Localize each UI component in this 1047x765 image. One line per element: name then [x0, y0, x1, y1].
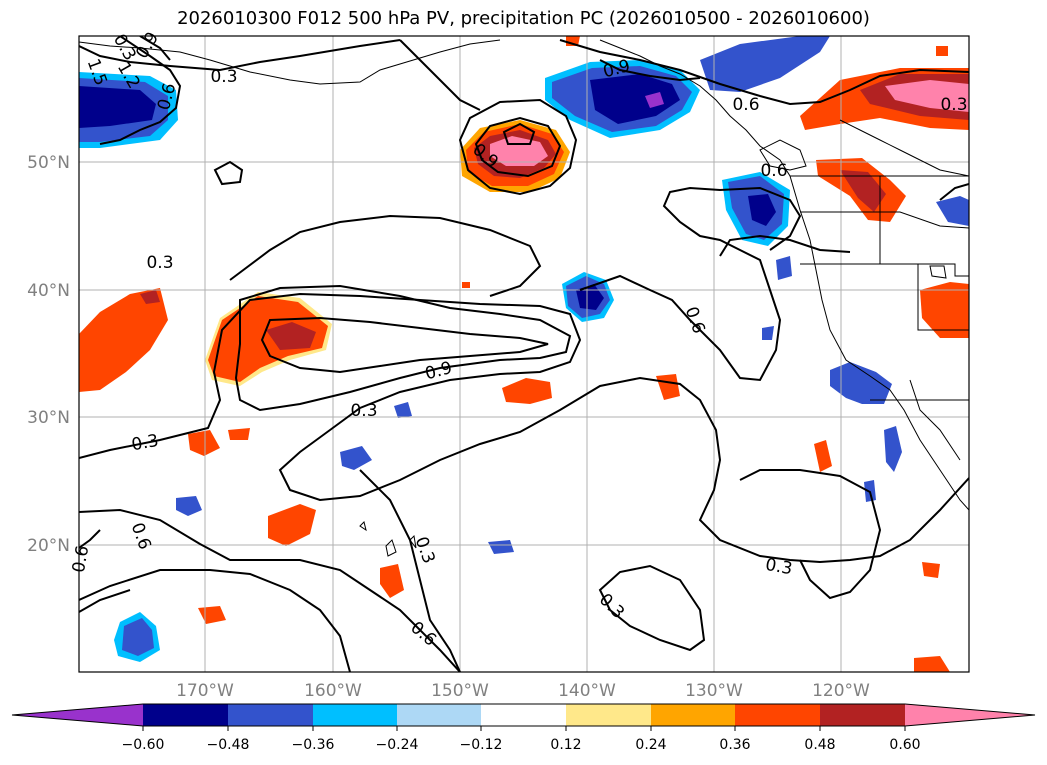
- colorbar-segment: [143, 704, 228, 726]
- longitude-labels: 170°W 160°W 150°W 140°W 130°W 120°W: [176, 681, 870, 701]
- colorbar-segment: [481, 704, 566, 726]
- lon-label: 120°W: [812, 681, 870, 701]
- colorbar-segment: [820, 704, 905, 726]
- colorbar-tick-label: 0.36: [719, 737, 750, 753]
- colorbar-segment: [651, 704, 735, 726]
- contour-label: 0.3: [764, 555, 794, 579]
- lon-label: 140°W: [558, 681, 616, 701]
- colorbar-segment: [313, 704, 397, 726]
- colorbar-segment: [735, 704, 820, 726]
- contour-label: 0.3: [210, 67, 237, 87]
- colorbar-tick-label: 0.60: [889, 737, 920, 753]
- contour-label: 0.3: [350, 401, 377, 421]
- colorbar-tick-label: 0.12: [550, 737, 581, 753]
- colorbar-tick-label: −0.60: [122, 737, 165, 753]
- colorbar-tick-label: −0.48: [207, 737, 250, 753]
- colorbar-tick-label: −0.36: [292, 737, 335, 753]
- contour-label: 0.3: [146, 253, 173, 273]
- contour-label: 0.3: [940, 95, 967, 115]
- latitude-labels: 50°N 40°N 30°N 20°N: [27, 153, 70, 556]
- colorbar-tick-label: −0.24: [376, 737, 419, 753]
- lon-label: 130°W: [685, 681, 743, 701]
- contour-label: 0.6: [732, 95, 759, 115]
- contour-label: 0.6: [69, 544, 93, 574]
- lat-label: 20°N: [27, 536, 70, 556]
- map-frame: [78, 35, 970, 673]
- lat-label: 30°N: [27, 408, 70, 428]
- lon-label: 170°W: [176, 681, 234, 701]
- colorbar-segment: [397, 704, 481, 726]
- colorbar-tick-label: 0.48: [804, 737, 835, 753]
- contour-label: 0.3: [130, 431, 160, 455]
- colorbar: −0.60 −0.48 −0.36 −0.24 −0.12 0.12 0.24 …: [11, 703, 1036, 753]
- lat-label: 40°N: [27, 281, 70, 301]
- colorbar-tick-label: 0.24: [635, 737, 666, 753]
- colorbar-segment: [228, 704, 313, 726]
- colorbar-extend-right: [905, 704, 1035, 726]
- lon-label: 150°W: [431, 681, 489, 701]
- colorbar-extend-left: [12, 704, 143, 726]
- lon-label: 160°W: [304, 681, 362, 701]
- colorbar-segment: [566, 704, 651, 726]
- contour-label: 0.6: [760, 161, 787, 181]
- pv-contours: [79, 36, 969, 672]
- colorbar-tick-label: −0.12: [460, 737, 503, 753]
- lat-label: 50°N: [27, 153, 70, 173]
- map-title: 2026010300 F012 500 hPa PV, precipitatio…: [177, 8, 870, 29]
- coastlines: [79, 39, 969, 557]
